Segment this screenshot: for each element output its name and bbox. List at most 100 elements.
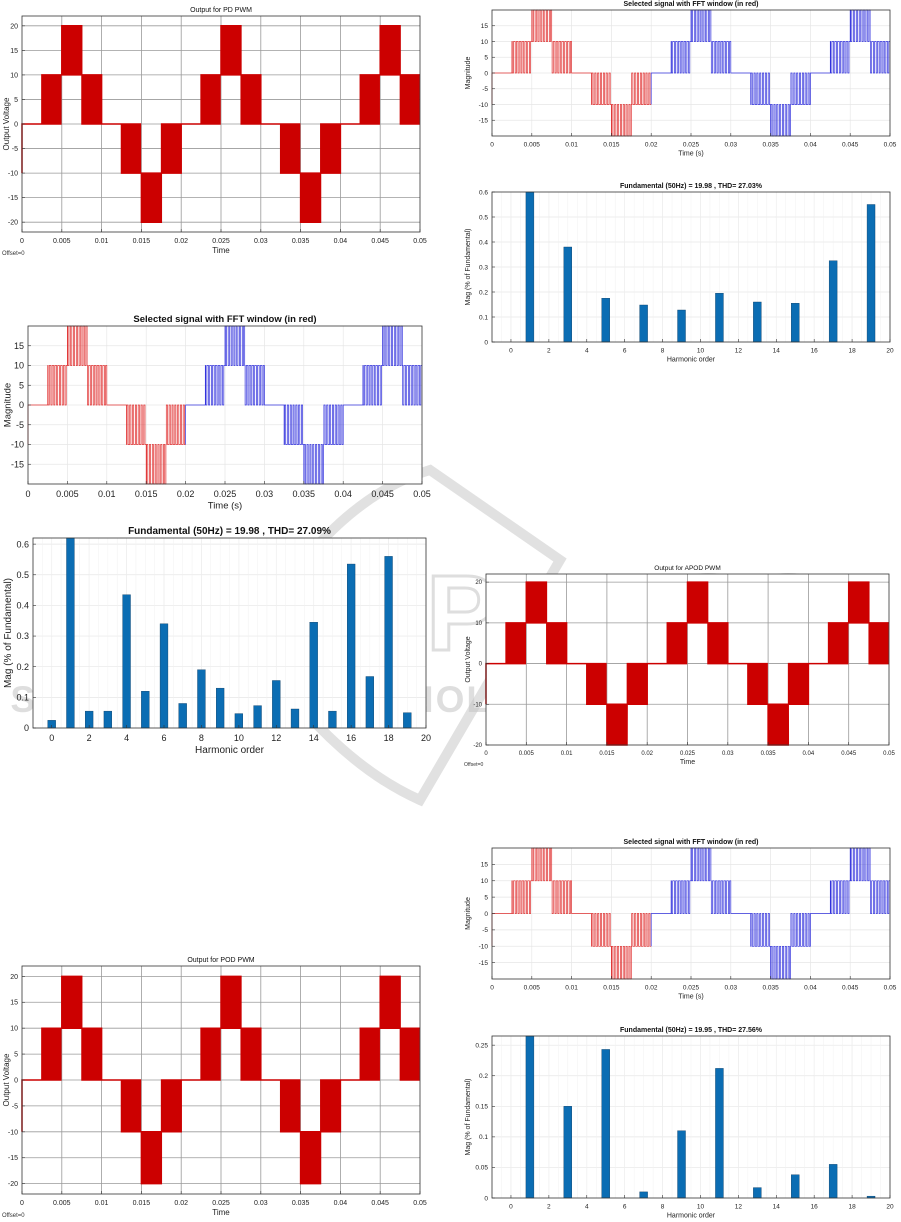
- x-tick-label: 0.025: [212, 1200, 230, 1207]
- x-tick-label: 0.02: [641, 751, 653, 757]
- x-tick-label: 14: [309, 733, 319, 743]
- pod-fft-signal-chart: 0 0.005 0.01 0.015 0.02 0.025 0.03 0.035 0.04 0.0…: [462, 0, 901, 162]
- y-tick-label: -15: [11, 459, 24, 469]
- x-axis-label: Time (s): [678, 151, 703, 158]
- harmonic-bar: [141, 691, 150, 729]
- pd-fft-spectrum-chart: 0 2 4 6 8 10 12 14 16 18 20 0 0.1 0.2 0.3 0.4 0.5 0.6 Fund…: [0, 522, 440, 762]
- y-tick-label: 0.3: [16, 631, 29, 641]
- x-tick-label: 0.035: [292, 238, 310, 245]
- y-tick-label: 10: [14, 361, 24, 371]
- x-tick-label: 0.015: [603, 985, 620, 992]
- y-tick-label: 0.2: [479, 1073, 488, 1080]
- y-axis-label: Magnitude: [465, 897, 472, 930]
- offset-label: Offset=0: [2, 1213, 25, 1219]
- y-tick-label: -5: [12, 146, 18, 153]
- x-tick-label: 8: [661, 1204, 665, 1211]
- x-tick-label: 10: [234, 733, 244, 743]
- y-tick-label: 5: [14, 1052, 18, 1059]
- y-tick-label: -20: [8, 220, 18, 227]
- x-tick-label: 0.04: [334, 238, 348, 245]
- y-tick-label: -5: [482, 927, 488, 934]
- harmonic-bar: [365, 676, 374, 729]
- y-tick-label: -5: [482, 86, 488, 93]
- x-tick-label: 4: [585, 1204, 589, 1211]
- y-tick-label: 0.1: [479, 314, 488, 321]
- y-tick-label: 15: [10, 48, 18, 55]
- harmonic-bar: [290, 708, 300, 729]
- harmonic-bar: [677, 1130, 686, 1199]
- harmonic-bar: [639, 1191, 648, 1199]
- x-tick-label: 10: [697, 1204, 705, 1211]
- x-tick-label: 16: [346, 733, 356, 743]
- x-tick-label: 0.01: [565, 142, 578, 149]
- x-axis-label: Time (s): [208, 501, 242, 512]
- x-tick-label: 8: [199, 733, 204, 743]
- x-tick-label: 0: [49, 733, 54, 743]
- chart-title: Fundamental (50Hz) = 19.98 , THD= 27.03%: [620, 183, 763, 190]
- x-tick-label: 12: [735, 348, 743, 355]
- x-tick-label: 0.01: [95, 238, 109, 245]
- y-tick-label: 10: [10, 72, 18, 79]
- x-tick-label: 0.025: [683, 142, 700, 149]
- harmonic-bar: [828, 260, 838, 343]
- x-tick-label: 0.03: [254, 1200, 268, 1207]
- harmonic-bar: [197, 669, 206, 729]
- harmonic-bar: [66, 537, 75, 729]
- harmonic-bar: [601, 1049, 610, 1199]
- output-voltage-line: [21, 25, 420, 223]
- y-axis-label: Output Voltage: [2, 1053, 11, 1106]
- harmonic-bar: [178, 703, 187, 729]
- x-tick-label: 0.035: [292, 1200, 310, 1207]
- x-tick-label: 0.03: [724, 985, 737, 992]
- y-tick-label: -15: [8, 195, 18, 202]
- plot-frame: [32, 537, 427, 729]
- x-tick-label: 20: [886, 348, 894, 355]
- y-tick-label: -10: [479, 944, 489, 951]
- x-tick-label: 0.045: [841, 751, 857, 757]
- y-tick-label: 0: [484, 339, 488, 346]
- x-tick-label: 0: [509, 348, 513, 355]
- x-tick-label: 4: [124, 733, 129, 743]
- pd-output-chart: 0 0.005 0.01 0.015 0.02 0.025 0.03 0.035 0.04 0.0…: [0, 0, 440, 262]
- apod-output-chart: 0 0.005 0.01 0.015 0.02 0.025 0.03 0.035 0.04 0.0…: [462, 555, 901, 783]
- harmonic-bar: [791, 1174, 800, 1199]
- x-tick-label: 0.01: [98, 489, 116, 499]
- y-tick-label: 0: [19, 400, 24, 410]
- y-tick-label: 20: [10, 974, 18, 981]
- y-tick-label: 0: [484, 911, 488, 918]
- chart-title: Selected signal with FFT window (in red): [624, 1, 759, 8]
- x-axis-label: Harmonic order: [667, 1213, 716, 1220]
- x-tick-label: 0.045: [371, 489, 394, 499]
- output-voltage-line: [485, 581, 889, 746]
- harmonic-bar: [753, 1187, 762, 1199]
- y-tick-label: -15: [8, 1155, 18, 1162]
- y-tick-label: 0.05: [475, 1165, 488, 1172]
- y-axis-label: Mag (% of Fundamental): [465, 1078, 472, 1155]
- harmonic-bar: [347, 563, 356, 729]
- chart-title: Output for POD PWM: [187, 957, 254, 964]
- x-tick-label: 2: [547, 348, 551, 355]
- y-tick-label: -15: [479, 960, 489, 967]
- x-tick-label: 14: [773, 1204, 781, 1211]
- y-tick-label: 10: [481, 39, 489, 46]
- x-axis-label: Harmonic order: [195, 745, 265, 756]
- y-tick-label: 5: [19, 380, 24, 390]
- y-axis-label: Magnitude: [3, 383, 14, 427]
- y-tick-label: 0: [484, 70, 488, 77]
- x-tick-label: 0: [20, 238, 24, 245]
- x-tick-label: 0.05: [413, 1200, 427, 1207]
- harmonic-bar: [103, 710, 112, 729]
- x-tick-label: 0.005: [53, 1200, 71, 1207]
- y-tick-label: -20: [8, 1181, 18, 1188]
- x-tick-label: 0: [490, 142, 494, 149]
- x-tick-label: 0.04: [804, 985, 817, 992]
- x-tick-label: 18: [848, 348, 856, 355]
- x-tick-label: 14: [773, 348, 781, 355]
- x-tick-label: 0: [20, 1200, 24, 1207]
- y-tick-label: 0.25: [475, 1042, 488, 1049]
- chart-title: Fundamental (50Hz) = 19.95 , THD= 27.56%: [620, 1027, 763, 1034]
- x-tick-label: 0: [25, 489, 30, 499]
- x-tick-label: 0.01: [95, 1200, 109, 1207]
- x-tick-label: 16: [811, 348, 819, 355]
- x-tick-label: 0.035: [762, 142, 779, 149]
